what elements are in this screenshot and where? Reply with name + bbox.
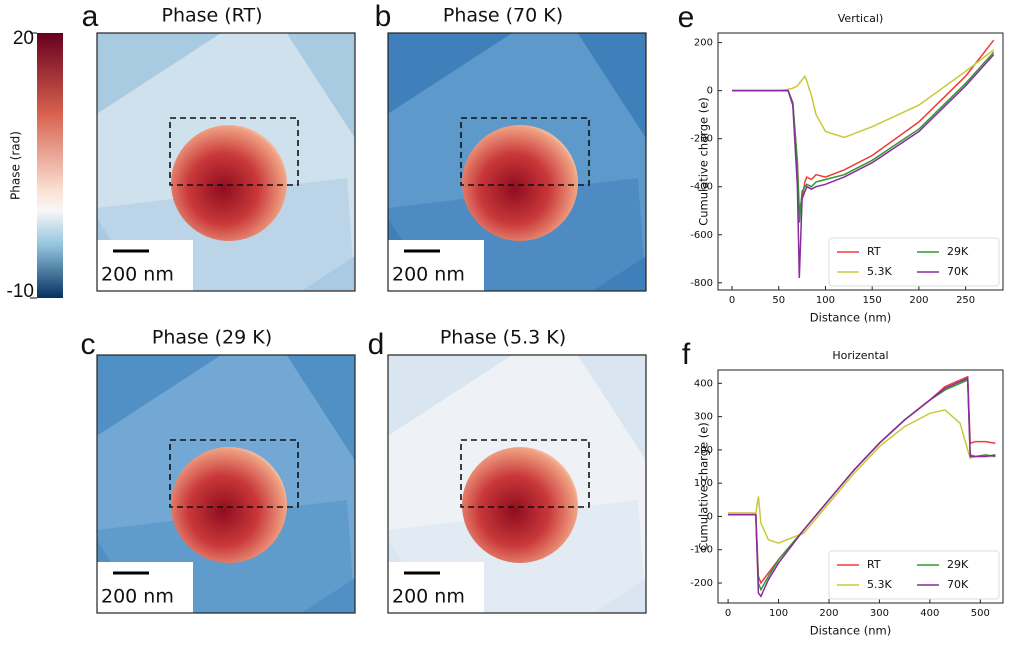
legend-box — [828, 550, 1000, 600]
y-tick-label: 200 — [694, 38, 713, 49]
particle — [462, 447, 578, 563]
legend-label: 70K — [947, 265, 969, 278]
colorbar-tick-label: 20 — [13, 28, 34, 49]
y-tick-label: 300 — [694, 412, 713, 423]
legend-label: 5.3K — [867, 265, 892, 278]
y-tick-label: -800 — [690, 278, 713, 289]
y-tick-label: 0 — [707, 511, 713, 522]
y-axis-label: Cumulative charge (e) — [697, 97, 711, 226]
chart-title: Vertical) — [838, 12, 883, 25]
y-tick-label: -100 — [690, 545, 713, 556]
panel-letter: e — [678, 1, 695, 34]
y-tick-label: 0 — [707, 86, 713, 97]
scale-bar-box — [97, 240, 193, 291]
chart-title: Horizental — [832, 349, 888, 362]
y-tick-label: 100 — [694, 478, 713, 489]
selection-box — [460, 439, 590, 508]
image-panel — [97, 355, 355, 613]
image-frame — [96, 32, 356, 292]
scale-bar-label: 200 nm — [101, 264, 174, 286]
y-tick-label: 400 — [694, 378, 713, 389]
colorbar — [37, 33, 63, 298]
y-tick-label: -200 — [690, 134, 713, 145]
x-tick-label: 300 — [870, 608, 889, 619]
panel-title: Phase (70 K) — [443, 5, 563, 27]
particle — [171, 125, 287, 241]
y-tick-label: -600 — [690, 230, 713, 241]
panel-letter: f — [682, 338, 691, 371]
image-frame — [387, 32, 647, 292]
plot-frame — [717, 369, 1004, 604]
legend-label: 5.3K — [867, 578, 892, 591]
data-line — [732, 54, 995, 279]
image-panel — [388, 355, 646, 613]
x-tick-label: 50 — [772, 295, 785, 306]
data-line — [732, 39, 995, 211]
x-axis-label: Distance (nm) — [810, 624, 891, 638]
image-panel — [388, 33, 646, 291]
scale-bar-box — [388, 562, 484, 613]
x-axis-label: Distance (nm) — [810, 311, 891, 325]
selection-box — [460, 117, 590, 186]
image-panel — [97, 33, 355, 291]
x-tick-label: 100 — [816, 295, 835, 306]
x-tick-label: 100 — [769, 608, 788, 619]
panel-letter: c — [81, 328, 96, 361]
y-axis-label: Cumulative charge (e) — [697, 422, 711, 551]
x-tick-label: 0 — [725, 608, 731, 619]
particle — [171, 447, 287, 563]
panel-letter: a — [82, 0, 99, 33]
legend-label: 29K — [947, 558, 969, 571]
x-tick-label: 500 — [971, 608, 990, 619]
y-tick-label: -200 — [690, 578, 713, 589]
particle — [462, 125, 578, 241]
scale-bar-box — [388, 240, 484, 291]
panel-letter: d — [368, 328, 385, 361]
x-tick-label: 250 — [956, 295, 975, 306]
scale-bar-box — [97, 562, 193, 613]
colorbar-label: Phase (rad) — [9, 131, 23, 200]
x-tick-label: 200 — [909, 295, 928, 306]
selection-box — [169, 439, 299, 508]
panel-title: Phase (5.3 K) — [440, 327, 566, 349]
x-tick-label: 150 — [863, 295, 882, 306]
plot-frame — [717, 32, 1004, 291]
data-line — [732, 51, 995, 223]
x-tick-label: 200 — [819, 608, 838, 619]
panel-title: Phase (RT) — [161, 5, 262, 27]
legend-label: RT — [867, 245, 881, 258]
panel-title: Phase (29 K) — [152, 327, 272, 349]
y-tick-label: -400 — [690, 182, 713, 193]
data-line — [728, 377, 996, 598]
data-line — [728, 409, 996, 544]
legend-label: 29K — [947, 245, 969, 258]
scale-bar-label: 200 nm — [392, 586, 465, 608]
scale-bar-label: 200 nm — [392, 264, 465, 286]
scale-bar-label: 200 nm — [101, 586, 174, 608]
image-frame — [387, 354, 647, 614]
legend-label: 70K — [947, 578, 969, 591]
x-tick-label: 400 — [920, 608, 939, 619]
legend-label: RT — [867, 558, 881, 571]
image-frame — [96, 354, 356, 614]
legend-box — [828, 237, 1000, 287]
y-tick-label: 200 — [694, 445, 713, 456]
colorbar-tick-label: -10 — [7, 281, 34, 302]
panel-letter: b — [375, 0, 392, 33]
selection-box — [169, 117, 299, 186]
x-tick-label: 0 — [729, 295, 735, 306]
